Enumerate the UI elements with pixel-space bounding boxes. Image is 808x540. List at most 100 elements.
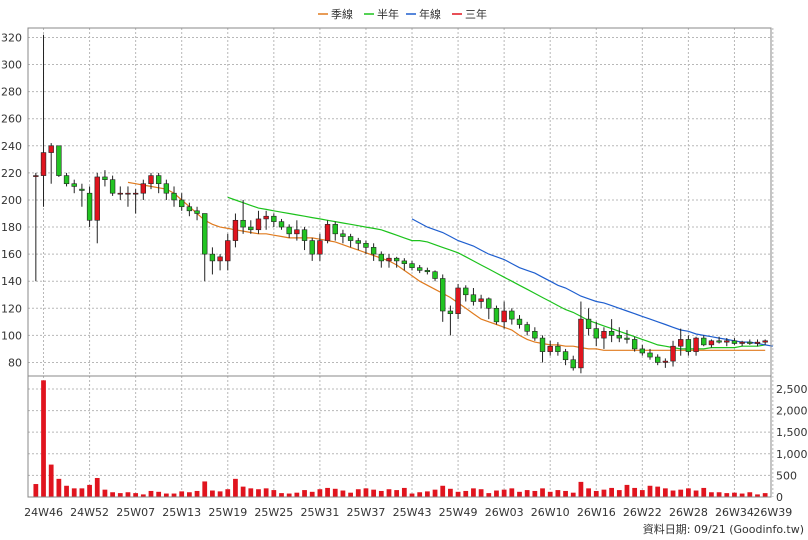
- candle-body-80: [647, 352, 653, 358]
- volume-bar-58: [478, 489, 484, 497]
- price-tick-label-0: 80: [8, 356, 22, 369]
- candle-body-25: [225, 240, 231, 262]
- volume-bar-27: [240, 486, 246, 497]
- candle-53: [440, 274, 446, 322]
- ma-line-1: [227, 196, 766, 350]
- x-tick-label-13: 26W22: [623, 506, 662, 519]
- candle-body-87: [701, 337, 707, 346]
- candle-60: [493, 305, 500, 325]
- candle-body-49: [409, 263, 415, 268]
- volume-bar-20: [187, 492, 192, 497]
- candle-body-84: [678, 339, 684, 347]
- candle-body-81: [655, 356, 661, 363]
- volume-bar-93: [747, 492, 753, 497]
- candle-32: [278, 218, 285, 230]
- candle-body-16: [155, 175, 162, 185]
- volume-bar-71: [578, 481, 584, 497]
- volume-bar-32: [279, 493, 284, 497]
- volume-bar-31: [271, 490, 277, 497]
- volume-bar-52: [432, 489, 438, 497]
- volume-bar-51: [424, 491, 430, 497]
- volume-axis: 0 500 1,000 1,500 2,000 2,500: [776, 383, 808, 504]
- candle-27: [240, 199, 246, 234]
- candle-body-52: [432, 271, 438, 279]
- volume-bar-37: [317, 489, 323, 497]
- candle-33: [286, 224, 292, 238]
- candle-35: [301, 227, 308, 251]
- x-tick-label-5: 25W25: [254, 506, 293, 519]
- price-tick-label-8: 240: [1, 140, 22, 153]
- price-tick-label-9: 260: [1, 113, 22, 126]
- candle-body-88: [708, 340, 715, 346]
- candle-body-22: [202, 213, 208, 255]
- x-tick-label-12: 26W16: [577, 506, 616, 519]
- candle-body-45: [378, 253, 384, 262]
- volume-bar-36: [309, 491, 315, 497]
- candle-body-21: [194, 210, 200, 214]
- x-tick-label-6: 25W31: [300, 506, 339, 519]
- x-axis: 24W46 24W52 25W07 25W13 25W19 25W25 25W31 25W37…: [24, 506, 792, 519]
- candle-40: [340, 229, 346, 244]
- candle-body-50: [417, 267, 423, 271]
- volume-tick-label-3: 1,500: [776, 426, 808, 439]
- candle-79: [639, 344, 646, 356]
- candle-body-47: [393, 257, 400, 262]
- candle-body-67: [547, 345, 553, 352]
- volume-bar-85: [686, 488, 691, 497]
- volume-bar-34: [294, 492, 300, 497]
- candle-body-12: [125, 192, 131, 195]
- candle-6: [79, 183, 85, 207]
- candle-body-90: [724, 340, 730, 343]
- candle-body-94: [754, 341, 761, 344]
- candle-11: [117, 186, 123, 200]
- volume-bar-8: [94, 477, 100, 497]
- candle-92: [739, 340, 745, 347]
- candle-body-1: [40, 152, 47, 176]
- x-tick-label-8: 25W43: [393, 506, 432, 519]
- volume-bar-54: [448, 488, 453, 497]
- volume-tick-label-4: 2,000: [776, 405, 808, 418]
- candle-body-36: [309, 240, 315, 255]
- volume-bar-79: [639, 490, 645, 497]
- volume-bar-25: [225, 489, 231, 497]
- price-tick-label-1: 100: [1, 329, 22, 342]
- candle-body-86: [693, 337, 699, 352]
- candle-body-62: [509, 310, 515, 320]
- volume-bar-81: [655, 486, 661, 497]
- price-axis: 80 100 120 140 160 180 200 220 240 260 280 300 320: [1, 31, 22, 369]
- volume-panel-frame: [27, 375, 772, 498]
- candle-81: [655, 354, 661, 366]
- candle-24: [217, 254, 223, 271]
- candle-62: [509, 308, 515, 325]
- volume-bar-78: [632, 487, 638, 497]
- candle-10: [109, 175, 116, 196]
- volume-bar-40: [340, 490, 346, 497]
- candle-34: [294, 220, 300, 241]
- x-tick-label-1: 24W52: [70, 506, 109, 519]
- candle-body-46: [386, 257, 392, 262]
- candle-9: [102, 170, 108, 187]
- volume-bar-35: [302, 490, 307, 497]
- candle-18: [171, 186, 177, 207]
- candle-body-13: [132, 192, 139, 195]
- volume-bar-74: [601, 489, 607, 497]
- price-panel-frame: [27, 27, 772, 377]
- volume-bar-73: [593, 490, 599, 497]
- candle-91: [731, 338, 738, 345]
- volume-bar-22: [202, 481, 208, 497]
- candle-body-74: [601, 331, 607, 339]
- candle-body-89: [716, 340, 722, 343]
- volume-bar-92: [739, 493, 745, 497]
- ma-line-2: [411, 218, 773, 347]
- volume-bar-72: [586, 488, 591, 497]
- volume-bar-95: [762, 493, 768, 497]
- candle-body-42: [355, 240, 361, 244]
- candle-body-5: [71, 183, 77, 187]
- volume-bar-70: [570, 492, 576, 497]
- candle-body-78: [631, 339, 638, 350]
- candle-13: [132, 189, 139, 214]
- volume-bar-67: [547, 491, 553, 497]
- candle-body-0: [33, 175, 39, 177]
- candle-body-60: [493, 307, 500, 323]
